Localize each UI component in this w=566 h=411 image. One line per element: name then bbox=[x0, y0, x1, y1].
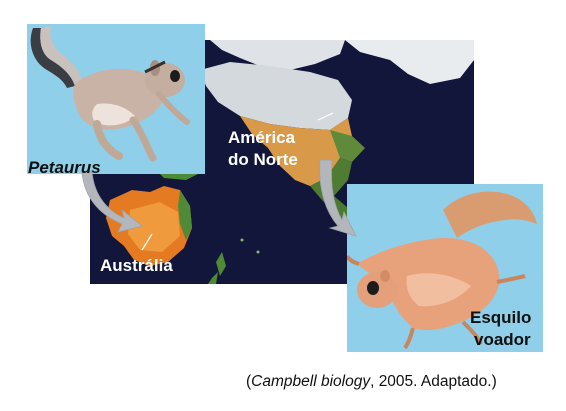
flying-squirrel-inset bbox=[347, 184, 543, 352]
north-america-pointer bbox=[317, 112, 334, 121]
arctic-ice bbox=[210, 40, 345, 70]
petaurus-inset bbox=[27, 24, 205, 174]
north-america-east bbox=[330, 130, 365, 162]
new-zealand bbox=[216, 252, 226, 276]
pacific-island bbox=[256, 250, 260, 254]
australia-label: Austrália bbox=[100, 256, 173, 275]
petaurus-tail bbox=[30, 28, 75, 88]
caption-title: Campbell biology bbox=[251, 373, 371, 390]
greenland-ice bbox=[345, 40, 474, 84]
pacific-island bbox=[240, 238, 244, 242]
north-america-label-line1: América bbox=[228, 128, 296, 147]
flying-squirrel-label-line1: Esquilo bbox=[470, 308, 532, 327]
flying-squirrel-label-line2: voador bbox=[474, 330, 531, 349]
north-america-label-line2: do Norte bbox=[228, 150, 298, 169]
squirrel-tail bbox=[443, 191, 537, 238]
north-america-squirrel-arrow bbox=[319, 159, 357, 237]
caption-rest: , 2005. Adaptado.) bbox=[370, 373, 497, 390]
australia-pointer bbox=[141, 233, 153, 251]
australia-east-green bbox=[178, 190, 192, 240]
new-zealand bbox=[208, 272, 218, 284]
source-caption: (Campbell biology, 2005. Adaptado.) bbox=[246, 373, 497, 391]
australia-interior bbox=[128, 202, 180, 252]
north-america-north bbox=[200, 62, 352, 130]
caption-open: ( bbox=[246, 373, 252, 390]
petaurus-label: Petaurus bbox=[28, 158, 101, 177]
petaurus-australia-arrow bbox=[81, 171, 143, 233]
